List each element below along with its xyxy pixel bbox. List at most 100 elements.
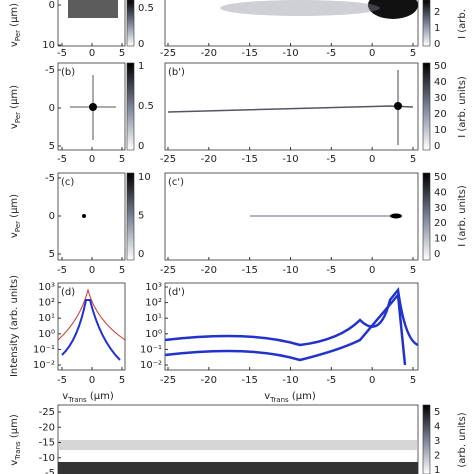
x-tick-label: 0 — [89, 375, 95, 386]
image-feature — [220, 0, 380, 16]
image-feature — [89, 103, 97, 111]
y-tick-label: 0 — [49, 103, 55, 114]
y-tick-label: -10 — [39, 453, 55, 464]
label-part: v — [9, 123, 20, 129]
panel-label: (c') — [168, 177, 184, 188]
y-tick-label: -15 — [39, 438, 55, 449]
label-part: v — [9, 41, 20, 47]
label-part: (μm) — [9, 3, 20, 30]
y-tick-label: 10⁰ — [145, 329, 162, 340]
y-tick-label: 10³ — [145, 282, 162, 293]
colorbar-tick-label: 1 — [138, 61, 144, 72]
label-part: v — [264, 391, 270, 402]
label-part: Per — [14, 221, 22, 232]
x-tick-label: 5 — [119, 154, 125, 165]
label-part: Per — [14, 112, 22, 123]
colorbar-tick-label: 0 — [434, 249, 440, 260]
x-tick-label: 0 — [369, 265, 375, 276]
x-tick-label: -15 — [241, 265, 257, 276]
x-tick-label: 5 — [119, 48, 125, 59]
x-tick-label: -10 — [282, 154, 298, 165]
x-tick-label: 5 — [410, 265, 416, 276]
x-tick-label: -5 — [57, 48, 67, 59]
label-part: v — [62, 391, 68, 402]
panel-label: (d') — [168, 287, 185, 298]
x-tick-label: -10 — [282, 265, 298, 276]
x-tick-label: -25 — [160, 375, 176, 386]
x-tick-label: 5 — [119, 375, 125, 386]
image-feature — [68, 0, 118, 18]
colorbar-label: I (arb. — [457, 9, 468, 39]
y-tick-label: 5 — [49, 249, 55, 260]
y-tick-label: -5 — [45, 468, 55, 474]
image-feature — [82, 214, 86, 218]
axis-label: vTrans (μm) — [264, 391, 316, 404]
colorbar-tick-label: 0 — [138, 141, 144, 152]
y-tick-label: 10³ — [38, 282, 55, 293]
y-tick-label: -5 — [45, 65, 55, 76]
image-feature — [390, 213, 402, 219]
image-feature — [167, 105, 414, 113]
x-tick-label: -10 — [282, 375, 298, 386]
colorbar-tick-label: 0 — [434, 39, 440, 50]
axis-label: vTrans (μm) — [9, 414, 22, 466]
y-tick-label: 10² — [145, 298, 162, 309]
x-tick-label: -25 — [160, 154, 176, 165]
label-part: Trans — [269, 396, 289, 404]
colorbar-label: I (arb. units) — [457, 185, 468, 247]
colorbar — [422, 172, 431, 261]
colorbar-tick-label: 10 — [138, 172, 151, 183]
axis-label: vPer (μm) — [9, 194, 22, 238]
y-tick-label: 10¹ — [145, 313, 162, 324]
colorbar-tick-label: 30 — [434, 93, 447, 104]
colorbar-tick-label: 2 — [434, 7, 440, 18]
y-tick-label: -25 — [39, 407, 55, 418]
x-tick-label: 5 — [410, 154, 416, 165]
x-tick-label: -20 — [201, 48, 217, 59]
label-part: (μm) — [9, 414, 20, 441]
x-tick-label: -5 — [326, 154, 336, 165]
colorbar-tick-label: 0.5 — [138, 101, 154, 112]
label-part: (μm) — [87, 391, 114, 402]
y-tick-label: -5 — [45, 173, 55, 184]
colorbar-tick-label: 50 — [434, 172, 447, 183]
x-tick-label: -20 — [201, 375, 217, 386]
colorbar-tick-label: 10 — [434, 234, 447, 245]
colorbar-tick-label: 5 — [434, 407, 440, 418]
x-tick-label: -5 — [57, 265, 67, 276]
label-part: v — [9, 460, 20, 466]
x-tick-label: 0 — [89, 48, 95, 59]
x-tick-label: -10 — [282, 48, 298, 59]
y-tick-label: -20 — [39, 422, 55, 433]
panel-frame — [57, 282, 126, 371]
colorbar-tick-label: 5 — [138, 211, 144, 222]
x-tick-label: -5 — [57, 154, 67, 165]
x-tick-label: -20 — [201, 154, 217, 165]
x-tick-label: -20 — [201, 265, 217, 276]
colorbar — [126, 62, 135, 151]
image-feature — [58, 440, 418, 450]
label-part: Per — [14, 30, 22, 41]
colorbar-tick-label: 20 — [434, 218, 447, 229]
y-tick-label: 0 — [49, 0, 55, 11]
y-tick-label: 10⁻² — [140, 360, 162, 371]
colorbar-tick-label: 0.5 — [138, 3, 154, 14]
x-tick-label: -25 — [160, 48, 176, 59]
x-tick-label: -5 — [57, 375, 67, 386]
image-feature — [58, 462, 418, 474]
x-tick-label: 0 — [369, 375, 375, 386]
x-tick-label: 5 — [119, 265, 125, 276]
y-tick-label: 10⁻¹ — [140, 344, 162, 355]
label-part: (μm) — [9, 85, 20, 112]
x-tick-label: 0 — [369, 154, 375, 165]
x-tick-label: -15 — [241, 375, 257, 386]
x-tick-label: -5 — [326, 375, 336, 386]
y-tick-label: 10 — [42, 40, 55, 51]
colorbar-label: (arb. units) — [457, 412, 468, 467]
x-tick-label: -15 — [241, 48, 257, 59]
image-feature — [57, 288, 126, 341]
colorbar-tick-label: 3 — [434, 436, 440, 447]
axis-label: vTrans (μm) — [62, 391, 114, 404]
image-feature — [164, 286, 419, 347]
